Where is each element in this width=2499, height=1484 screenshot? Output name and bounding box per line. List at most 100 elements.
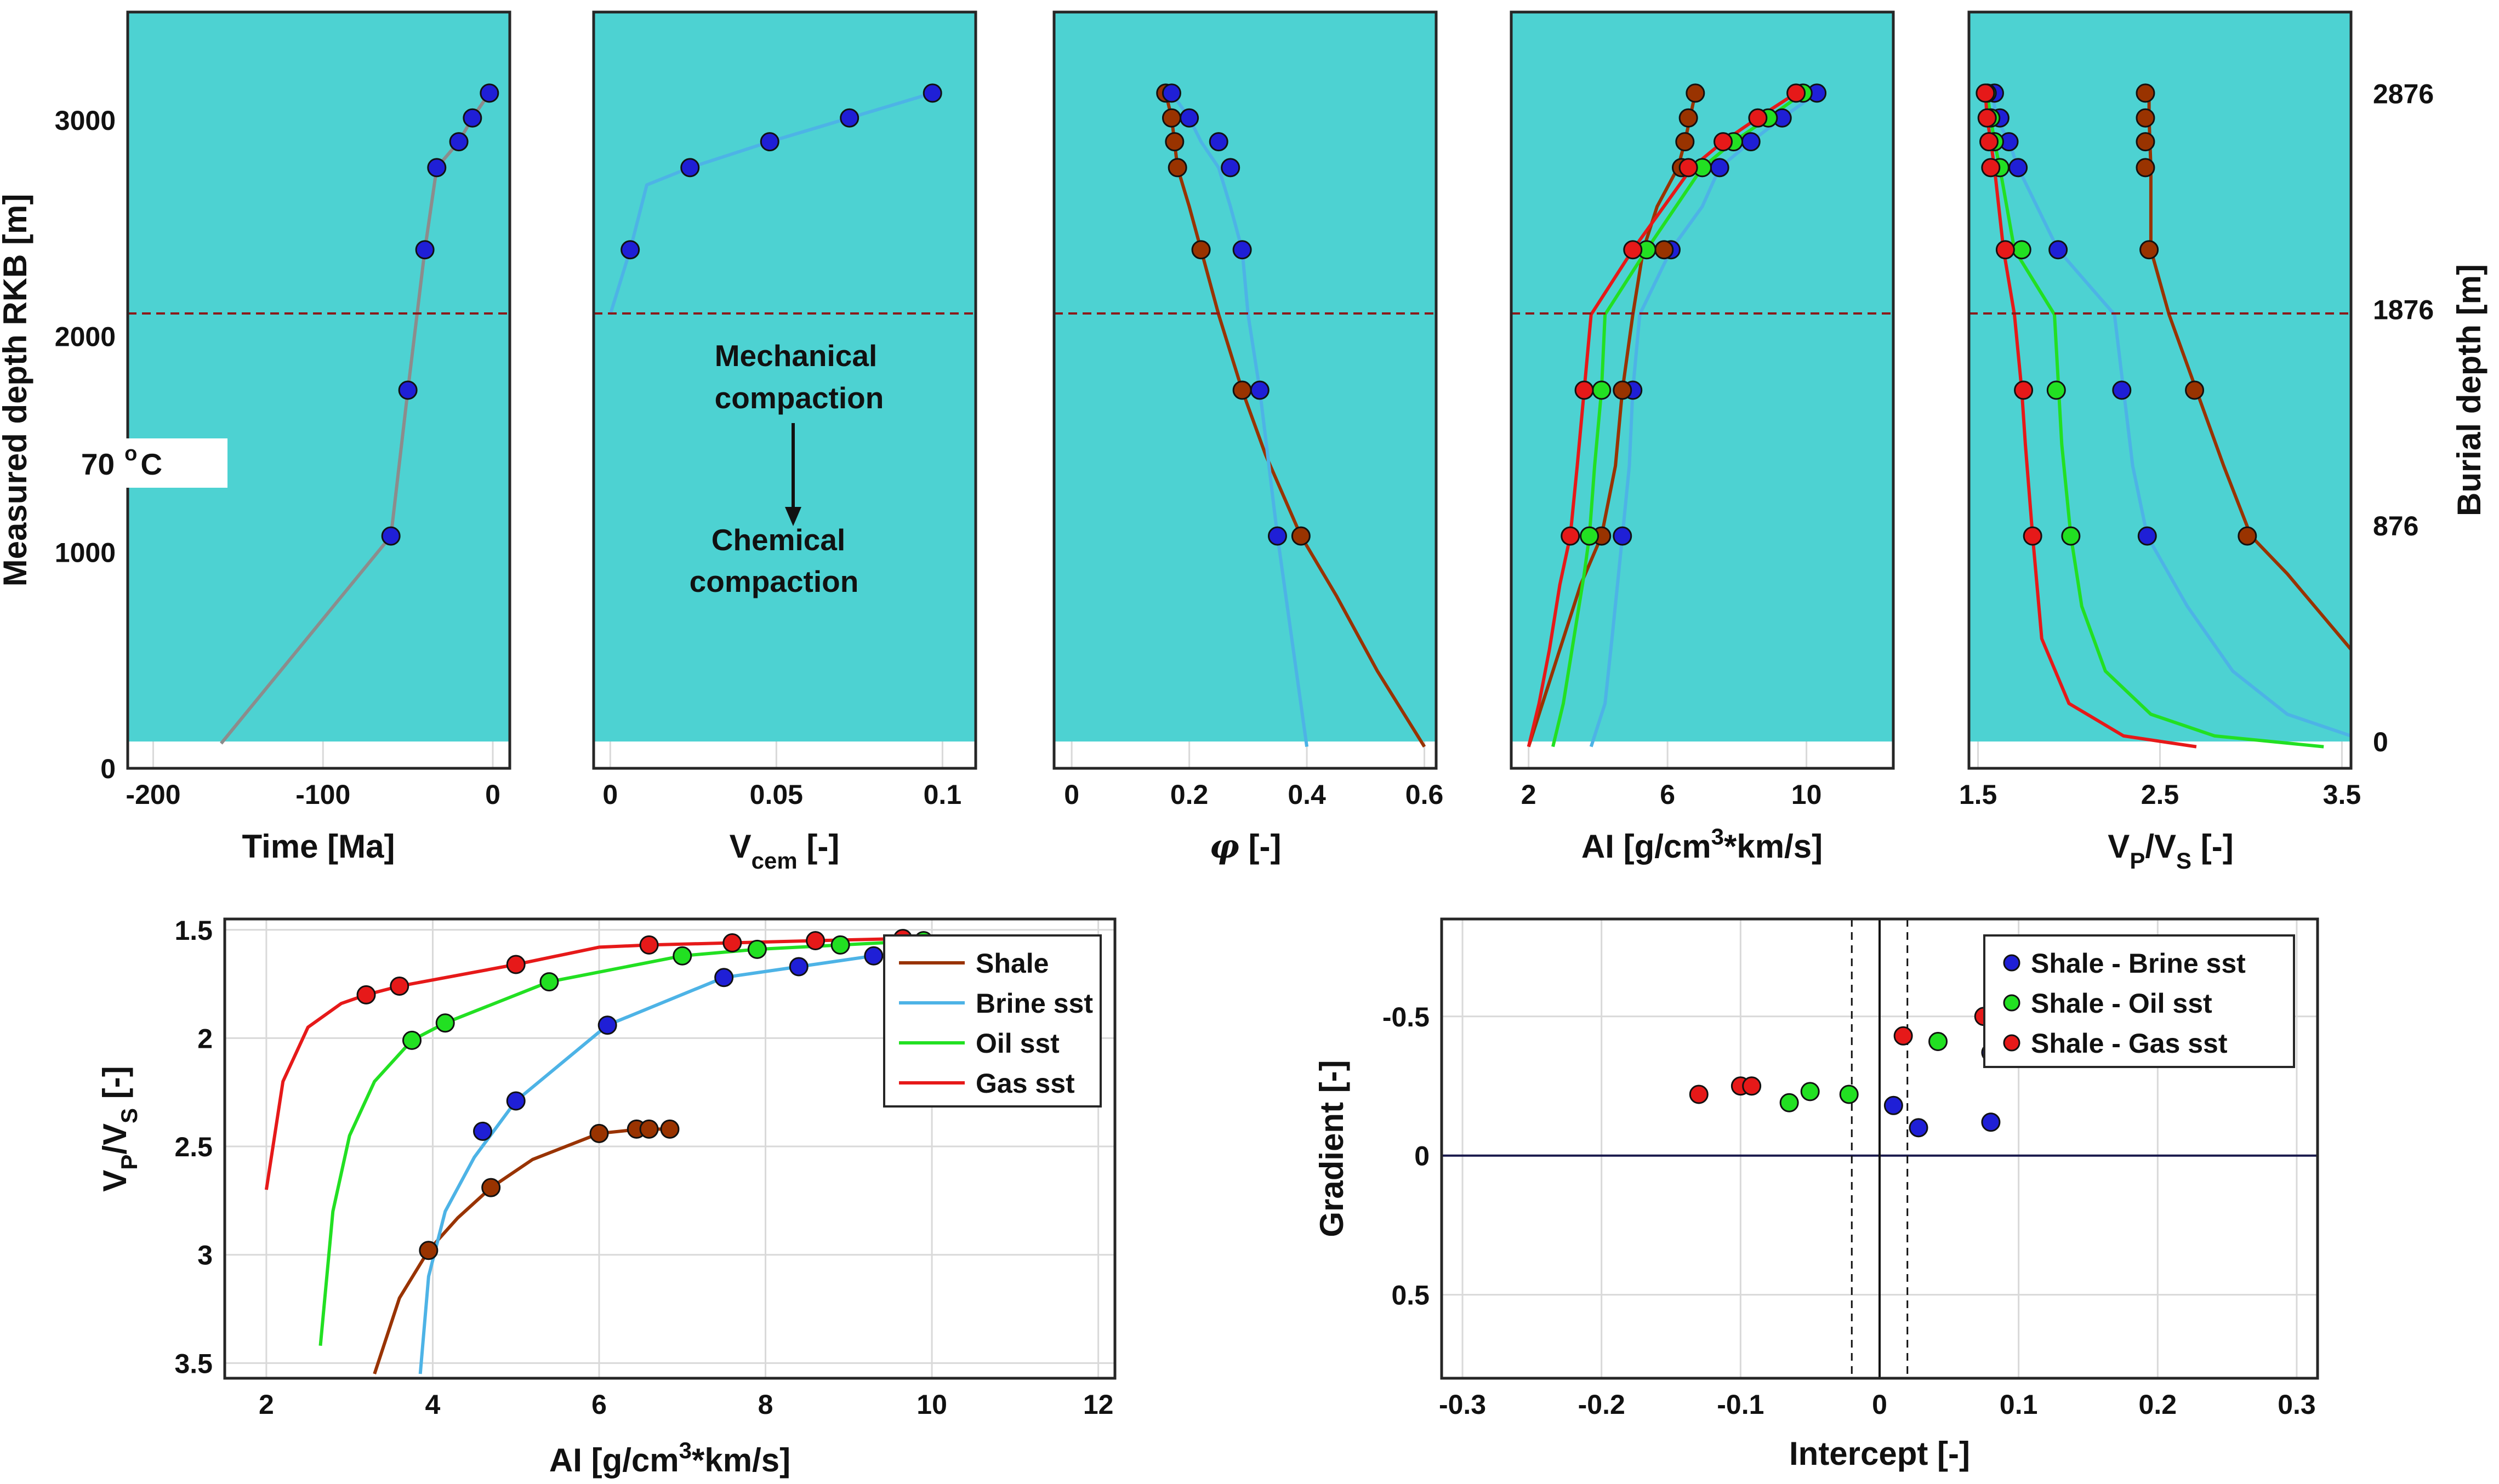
crossplot-data-point — [481, 1178, 501, 1197]
time-data-point — [381, 526, 401, 546]
panel-ai-frame — [1510, 10, 1895, 770]
vpvs-xlabel-sub2: S — [2176, 848, 2191, 874]
crossplot-y-tick-label: 2.5 — [174, 1132, 213, 1162]
time-ylabel: Measured depth RKB [m] — [0, 194, 33, 587]
legend-label: Shale - Oil sst — [2031, 988, 2212, 1019]
crossplot-ylabel-tail: [-] — [96, 1066, 133, 1108]
ai-data-point — [1561, 526, 1580, 546]
vpvs-data-point — [1981, 158, 2001, 178]
vpvs-water-band — [1969, 12, 2351, 742]
avo-x-tick-label: 0.2 — [2139, 1389, 2177, 1420]
time-y-tick-label: 0 — [100, 754, 116, 784]
crossplot-ylabel-mid: /V — [96, 1123, 133, 1155]
vcem-data-point — [680, 158, 700, 178]
avo-x-tick-label: 0.3 — [2278, 1389, 2316, 1420]
vpvs-data-point — [2046, 380, 2066, 400]
time-data-point — [480, 83, 499, 103]
annotation-chemical-compaction: compaction — [690, 564, 859, 598]
avo-legend-box — [1983, 934, 2295, 1068]
avo-xlabel: Intercept [-] — [1789, 1435, 1970, 1472]
phi-data-point — [1267, 526, 1287, 546]
legend-label: Shale — [976, 948, 1049, 979]
vcem-data-point — [621, 240, 640, 260]
crossplot-legend: Shale Brine sst Oil sst Gas sst — [883, 934, 1102, 1108]
crossplot-xlabel-sup: 3 — [679, 1437, 692, 1463]
crossplot-data-point — [356, 985, 376, 1004]
avo-x-tick-label: -0.1 — [1717, 1389, 1764, 1420]
vpvs-data-point — [2136, 83, 2155, 103]
ai-data-point — [1574, 380, 1594, 400]
crossplot-data-point — [660, 1119, 680, 1139]
ai-xlabel-tail: *km/s] — [1724, 828, 1823, 865]
vcem-x-tick-label: 0 — [602, 779, 618, 810]
ai-data-point — [1748, 108, 1768, 128]
crossplot-data-point — [789, 957, 809, 977]
phi-xlabel-tail: [-] — [1239, 828, 1282, 865]
crossplot-data-point — [722, 933, 742, 952]
ai-data-point — [1678, 158, 1698, 178]
burial-depth-tick-label: 0 — [2373, 727, 2388, 757]
phi-x-tick-label: 0.2 — [1170, 779, 1209, 810]
avo-x-tick-label: -0.2 — [1578, 1389, 1625, 1420]
crossplot-ylabel-main: V — [96, 1170, 133, 1192]
panel-time-frame — [126, 10, 511, 770]
crossplot-y-tick-label: 3.5 — [174, 1348, 213, 1379]
burial-depth-tick-label: 876 — [2373, 511, 2418, 541]
crossplot-data-point — [714, 968, 734, 988]
ai-data-point — [1623, 240, 1643, 260]
annotation-chemical: Chemical — [711, 523, 846, 557]
temp-label-value: 70 — [81, 447, 115, 481]
crossplot-data-point — [539, 972, 559, 992]
panel-crossplot-frame — [223, 917, 1117, 1380]
panel-time: -200 -100 0 0 1000 2000 3000 Time [Ma] Measur… — [0, 10, 511, 865]
vcem-xlabel-main: V — [730, 828, 752, 865]
crossplot-data-point — [864, 946, 884, 966]
ai-xlabel-main: AI [g/cm — [1581, 828, 1711, 865]
crossplot-data-point — [639, 935, 659, 955]
temp-label-degree: o — [124, 442, 137, 465]
ai-x-tick-label: 2 — [1521, 779, 1536, 810]
avo-x-tick-label: -0.3 — [1439, 1389, 1486, 1420]
panel-vpvs: 1.5 2.5 3.5 0 876 1876 2876 VP/VS [-] Burial … — [1959, 10, 2487, 874]
panel-vcem-frame — [592, 10, 977, 770]
vpvs-xlabel: VP/VS [-] — [2108, 828, 2233, 874]
crossplot-data-point — [390, 977, 409, 996]
avo-x-tick-label: 0.1 — [2000, 1389, 2038, 1420]
compaction-arrow-head — [785, 507, 801, 526]
vpvs-data-point — [2112, 380, 2132, 400]
avo-legend: Shale - Brine sst Shale - Oil sst Shale - … — [1983, 934, 2295, 1068]
vpvs-x-tick-label: 1.5 — [1959, 779, 1997, 810]
vcem-xlabel-tail: [-] — [798, 828, 840, 865]
time-data-point — [398, 380, 418, 400]
phi-data-point — [1250, 380, 1270, 400]
phi-data-point — [1162, 108, 1181, 128]
legend-label: Gas sst — [976, 1068, 1075, 1099]
burial-depth-tick-label: 1876 — [2373, 295, 2434, 326]
crossplot-y-tick-label: 2 — [197, 1023, 213, 1054]
avo-data-point — [1800, 1082, 1820, 1101]
phi-data-point — [1232, 380, 1252, 400]
vpvs-data-point — [2014, 380, 2034, 400]
ai-data-point — [1613, 380, 1632, 400]
ai-data-point — [1710, 158, 1729, 178]
ai-water-band — [1511, 12, 1893, 742]
ai-xlabel-sup: 3 — [1711, 824, 1724, 849]
vcem-x-tick-label: 0.1 — [924, 779, 962, 810]
time-y-tick-label: 3000 — [55, 105, 116, 136]
phi-xlabel-symbol: φ — [1210, 827, 1239, 866]
vpvs-data-point — [2185, 380, 2205, 400]
panel-avo-frame — [1440, 917, 2319, 1380]
crossplot-curve-brine-sst — [418, 948, 957, 1374]
vpvs-xlabel-main: V — [2108, 828, 2130, 865]
annotation-mechanical-compaction: compaction — [715, 381, 884, 415]
ai-data-point — [1592, 380, 1612, 400]
avo-data-point — [1893, 1026, 1913, 1046]
time-xlabel: Time [Ma] — [242, 828, 395, 865]
vpvs-data-point — [2061, 526, 2081, 546]
panel-vpvs-frame — [1967, 10, 2353, 770]
vpvs-x-tick-label: 3.5 — [2323, 779, 2361, 810]
vpvs-data-point — [2012, 240, 2031, 260]
crossplot-xlabel: AI [g/cm3*km/s] — [549, 1437, 790, 1479]
ai-data-point — [1741, 132, 1761, 152]
